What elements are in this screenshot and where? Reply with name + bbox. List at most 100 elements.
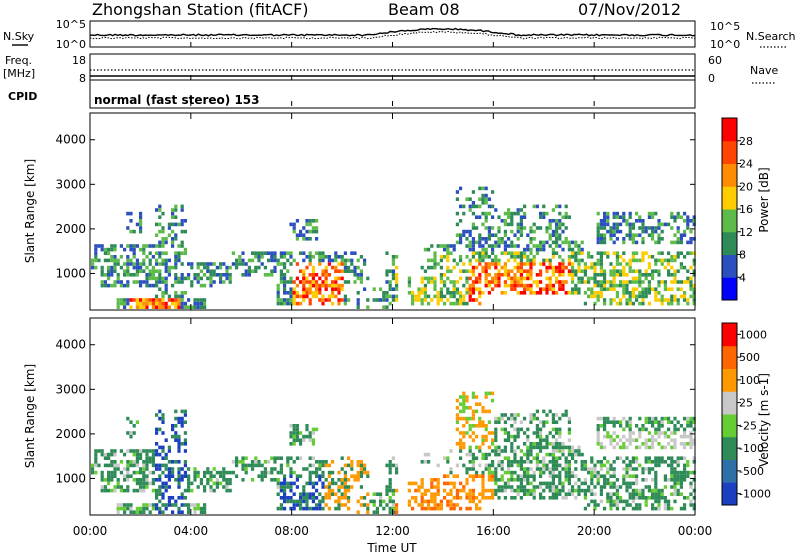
heatmap-cell: [94, 255, 98, 259]
heatmap-cell: [577, 287, 581, 291]
heatmap-cell: [491, 463, 495, 468]
heatmap-cell: [516, 208, 520, 212]
colorbar-tick-label: 24: [739, 158, 753, 171]
heatmap-cell: [497, 449, 501, 453]
heatmap-cell: [519, 229, 523, 234]
heatmap-cell: [449, 499, 453, 504]
heatmap-cell: [510, 488, 514, 493]
noise-right-tick-bottom: 10^0: [710, 38, 740, 51]
heatmap-cell: [295, 219, 299, 223]
heatmap-cell: [651, 496, 655, 500]
heatmap-cell: [391, 463, 395, 468]
heatmap-cell: [187, 510, 191, 514]
heatmap-cell: [305, 229, 309, 234]
heatmap-cell: [171, 424, 175, 428]
heatmap-cell: [647, 467, 651, 471]
heatmap-cell: [628, 438, 632, 442]
heatmap-cell: [395, 294, 399, 299]
heatmap-cell: [551, 449, 555, 453]
heatmap-cell: [638, 445, 642, 450]
heatmap-cell: [519, 283, 523, 288]
heatmap-cell: [523, 452, 527, 457]
heatmap-cell: [606, 420, 610, 424]
heatmap-cell: [603, 456, 607, 460]
heatmap-cell: [241, 456, 245, 460]
heatmap-cell: [279, 280, 283, 284]
heatmap-cell: [647, 211, 651, 216]
heatmap-cell: [257, 255, 261, 259]
heatmap-cell: [174, 273, 178, 277]
heatmap-cell: [417, 291, 421, 295]
heatmap-cell: [446, 269, 450, 273]
heatmap-cell: [606, 251, 610, 255]
heatmap-cell: [180, 240, 184, 245]
heatmap-cell: [289, 276, 293, 281]
heatmap-cell: [340, 481, 344, 486]
heatmap-cell: [478, 420, 482, 424]
heatmap-cell: [561, 283, 565, 288]
heatmap-cell: [129, 258, 133, 263]
heatmap-cell: [475, 503, 479, 507]
heatmap-cell: [289, 499, 293, 504]
heatmap-cell: [670, 265, 674, 270]
heatmap-cell: [289, 301, 293, 306]
heatmap-cell: [315, 460, 319, 464]
heatmap-cell: [155, 294, 159, 299]
heatmap-cell: [132, 478, 136, 482]
heatmap-cell: [526, 438, 530, 442]
heatmap-cell: [449, 492, 453, 496]
heatmap-cell: [334, 258, 338, 263]
heatmap-cell: [631, 276, 635, 281]
heatmap-cell: [500, 251, 504, 255]
heatmap-cell: [174, 251, 178, 255]
heatmap-cell: [286, 301, 290, 306]
heatmap-cell: [139, 506, 143, 511]
heatmap-cell: [305, 219, 309, 223]
heatmap-cell: [494, 258, 498, 263]
heatmap-cell: [449, 251, 453, 255]
heatmap-cell: [567, 420, 571, 424]
heatmap-cell: [145, 273, 149, 277]
heatmap-cell: [555, 431, 559, 435]
heatmap-cell: [500, 474, 504, 478]
heatmap-cell: [225, 478, 229, 482]
heatmap-cell: [593, 492, 597, 496]
heatmap-cell: [327, 294, 331, 299]
heatmap-cell: [631, 499, 635, 504]
heatmap-cell: [142, 258, 146, 263]
heatmap-cell: [660, 496, 664, 500]
heatmap-cell: [670, 460, 674, 464]
heatmap-cell: [676, 301, 680, 306]
heatmap-cell: [478, 287, 482, 291]
heatmap-cell: [516, 265, 520, 270]
heatmap-cell: [94, 452, 98, 457]
heatmap-cell: [551, 470, 555, 475]
heatmap-cell: [487, 237, 491, 241]
heatmap-cell: [459, 276, 463, 281]
heatmap-cell: [532, 456, 536, 460]
heatmap-cell: [558, 456, 562, 460]
heatmap-cell: [523, 283, 527, 288]
heatmap-cell: [174, 305, 178, 309]
heatmap-cell: [423, 499, 427, 504]
heatmap-cell: [647, 291, 651, 295]
heatmap-cell: [334, 280, 338, 284]
heatmap-cell: [119, 506, 123, 511]
heatmap-cell: [158, 463, 162, 468]
heatmap-cell: [590, 262, 594, 266]
heatmap-cell: [379, 492, 383, 496]
heatmap-cell: [555, 413, 559, 417]
heatmap-cell: [331, 478, 335, 482]
heatmap-cell: [673, 481, 677, 486]
heatmap-cell: [683, 280, 687, 284]
heatmap-cell: [647, 420, 651, 424]
heatmap-cell: [395, 283, 399, 288]
heatmap-cell: [561, 247, 565, 252]
heatmap-cell: [353, 478, 357, 482]
heatmap-cell: [107, 258, 111, 263]
heatmap-cell: [548, 481, 552, 486]
heatmap-cell: [308, 478, 312, 482]
heatmap-cell: [193, 503, 197, 507]
colorbar-tick-label: 8: [739, 249, 746, 262]
heatmap-cell: [423, 460, 427, 464]
